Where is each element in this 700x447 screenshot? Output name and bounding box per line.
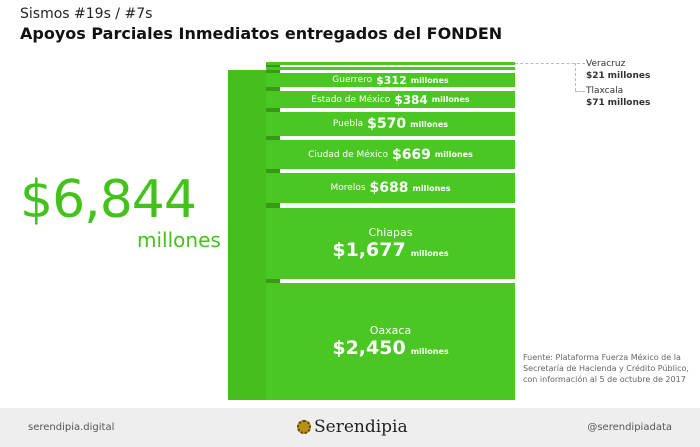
state-amount: $312 xyxy=(376,73,407,87)
annotation-unit: millones xyxy=(607,71,651,81)
annotation-amount: $71 xyxy=(586,98,605,108)
annotation-tlaxcala: Tlaxcala $71 millones xyxy=(586,85,650,109)
leader-line xyxy=(575,63,576,91)
logo-icon xyxy=(297,420,311,434)
bar-morelos: Morelos $688 millones xyxy=(266,173,515,203)
state-unit: millones xyxy=(412,183,451,193)
annotation-unit: millones xyxy=(607,98,651,108)
brand-logo: Serendipia xyxy=(297,417,408,437)
state-name: Oaxaca xyxy=(369,324,412,337)
footer: serendipia.digital Serendipia @serendipi… xyxy=(0,408,700,447)
annotation-amount: $21 xyxy=(586,71,605,81)
page-title: Apoyos Parciales Inmediatos entregados d… xyxy=(20,24,503,43)
state-name: Estado de México xyxy=(311,94,391,105)
bar-ciudad-de-mexico: Ciudad de México $669 millones xyxy=(266,140,515,169)
source-note: Fuente: Plataforma Fuerza México de la S… xyxy=(523,353,689,384)
social-handle[interactable]: @serendipiadata xyxy=(587,422,672,433)
state-name: Morelos xyxy=(330,183,366,193)
bar-tlaxcala xyxy=(266,67,515,70)
state-unit: millones xyxy=(431,95,470,104)
state-name: Ciudad de México xyxy=(308,149,388,160)
leader-line xyxy=(575,91,585,92)
state-unit: millones xyxy=(410,75,449,85)
total-amount: $6,844 xyxy=(20,170,197,230)
bar-oaxaca: Oaxaca $2,450 millones xyxy=(266,283,515,400)
site-link[interactable]: serendipia.digital xyxy=(28,422,115,433)
total-pillar xyxy=(228,70,266,400)
state-unit: millones xyxy=(410,249,449,258)
bar-puebla: Puebla $570 millones xyxy=(266,112,515,136)
state-amount: $384 xyxy=(394,92,428,107)
total-unit: millones xyxy=(137,228,221,252)
state-name: Guerrero xyxy=(332,75,373,85)
state-unit: millones xyxy=(410,347,449,356)
bar-estado-de-mexico: Estado de México $384 millones xyxy=(266,91,515,108)
state-amount: $570 xyxy=(367,116,407,132)
state-name: Puebla xyxy=(332,119,364,129)
state-unit: millones xyxy=(434,150,473,159)
state-amount: $688 xyxy=(369,180,409,196)
bar-guerrero: Guerrero $312 millones xyxy=(266,73,515,87)
annotation-veracruz: Veracruz $21 millones xyxy=(586,58,650,82)
leader-line xyxy=(515,63,585,64)
brand-name: Serendipia xyxy=(314,417,408,437)
state-amount: $1,677 xyxy=(332,239,406,261)
bar-chiapas: Chiapas $1,677 millones xyxy=(266,208,515,279)
state-name: Chiapas xyxy=(368,226,413,239)
bar-veracruz xyxy=(266,62,515,65)
state-amount: $669 xyxy=(391,146,431,163)
annotation-name: Veracruz xyxy=(586,59,626,69)
subtitle: Sismos #19s / #7s xyxy=(20,6,153,22)
state-amount: $2,450 xyxy=(332,337,406,359)
annotation-name: Tlaxcala xyxy=(586,86,624,96)
state-unit: millones xyxy=(410,119,449,129)
